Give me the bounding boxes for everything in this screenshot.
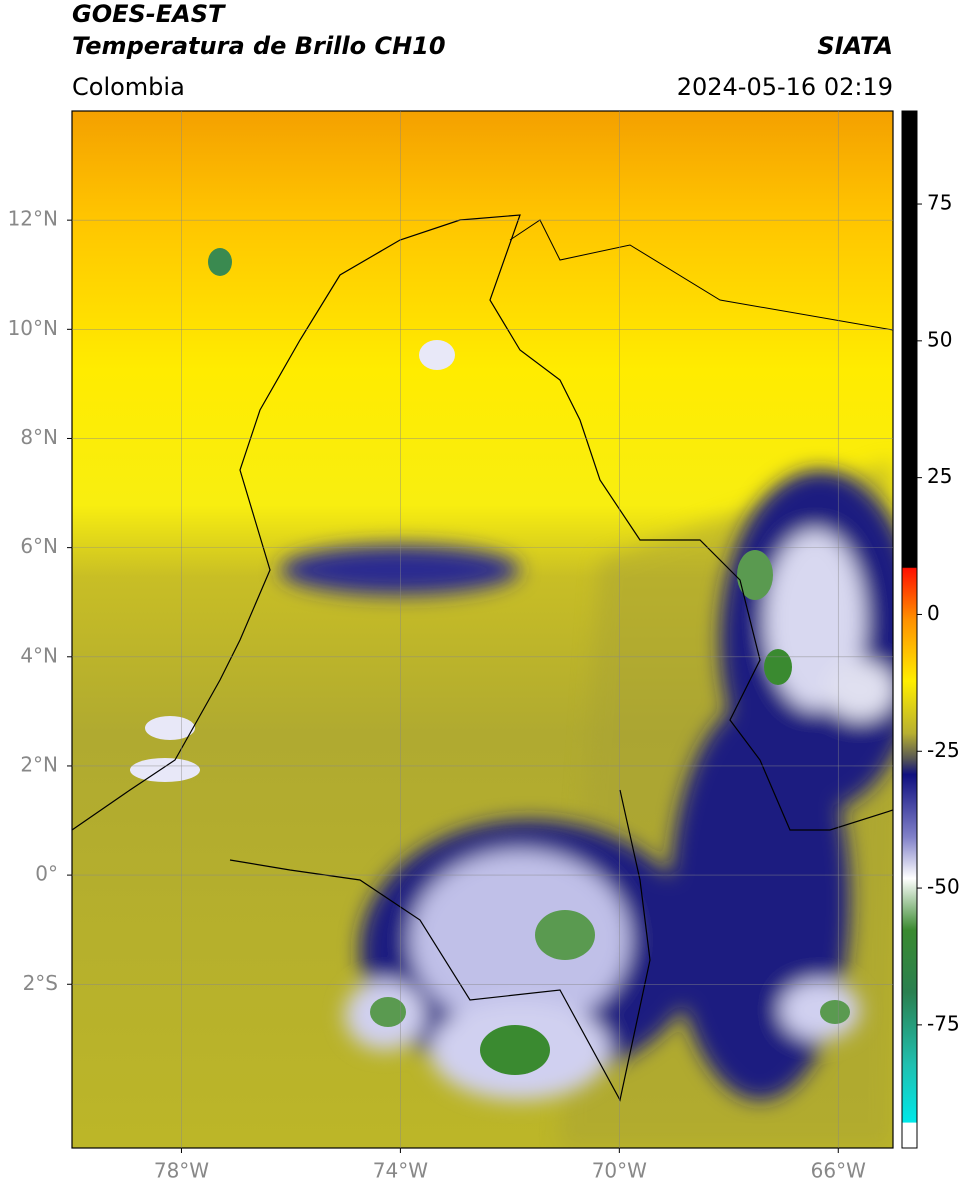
x-tick-label: 66°W <box>811 1159 866 1183</box>
x-tick-label: 78°W <box>154 1159 209 1183</box>
timestamp: 2024-05-16 02:19 <box>677 73 893 101</box>
colorbar-label: 50 <box>927 327 952 351</box>
map-frame <box>71 110 894 1149</box>
y-tick-label: 6°N <box>20 534 58 558</box>
title: GOES-EAST <box>72 0 226 28</box>
y-tick-label: 4°N <box>20 643 58 667</box>
colorbar-label: -25 <box>927 738 960 762</box>
y-tick-label: 12°N <box>8 207 58 231</box>
title: Temperatura de Brillo CH10 <box>72 32 446 60</box>
colorbar <box>901 110 918 1149</box>
map-imagery <box>72 111 893 1148</box>
region: Colombia <box>72 73 185 101</box>
x-tick-label: 74°W <box>373 1159 428 1183</box>
colorbar-label: 75 <box>927 191 952 215</box>
y-tick-label: 2°S <box>23 971 58 995</box>
y-tick-label: 8°N <box>20 425 58 449</box>
colorbar-label: 25 <box>927 464 952 488</box>
colorbar-label: -50 <box>927 875 960 899</box>
colorbar-label: 0 <box>927 601 940 625</box>
x-tick-label: 70°W <box>592 1159 647 1183</box>
colorbar-label: -75 <box>927 1011 960 1035</box>
y-tick-label: 10°N <box>8 316 58 340</box>
y-tick-label: 0° <box>35 862 58 886</box>
y-tick-label: 2°N <box>20 752 58 776</box>
source: SIATA <box>817 32 893 60</box>
